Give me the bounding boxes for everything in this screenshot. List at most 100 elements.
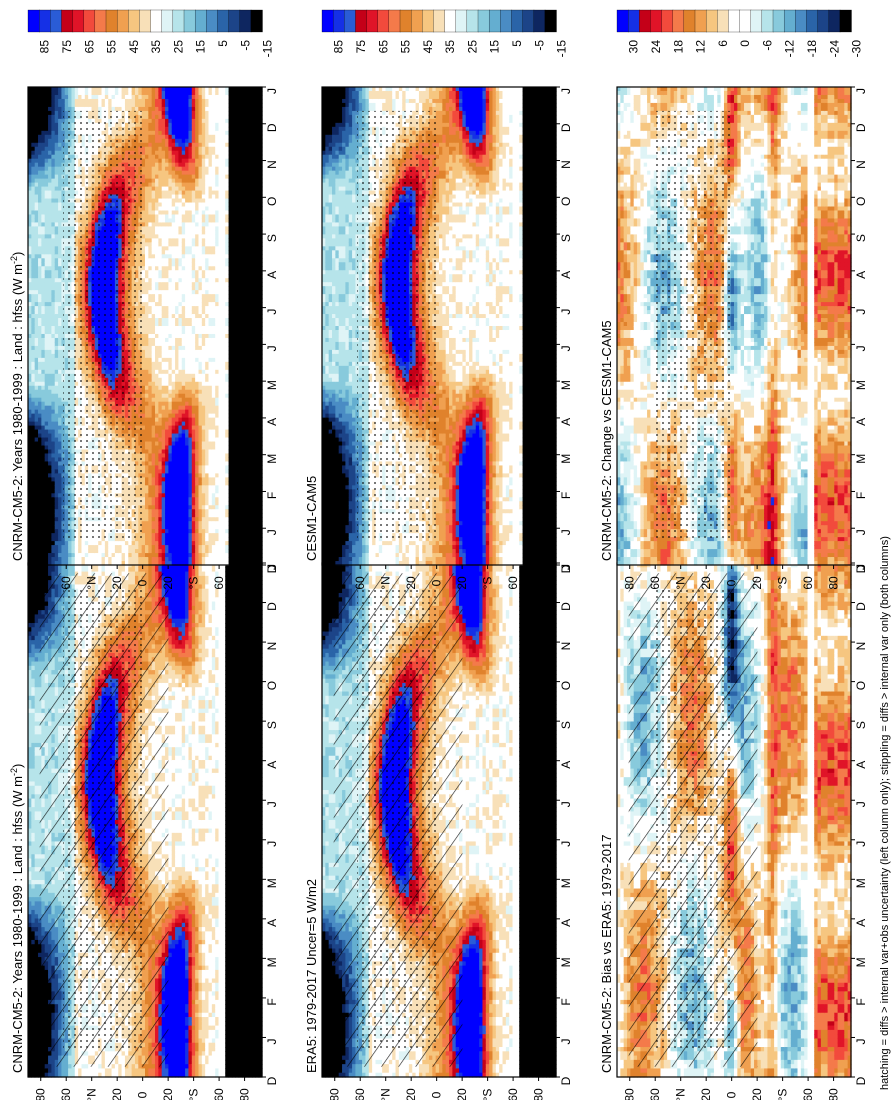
heat-cell [31,644,36,650]
heat-cell [138,567,143,573]
heat-cell [31,674,36,680]
heat-cell [101,567,106,573]
heat-cell [31,969,36,975]
heat-cell [31,935,36,941]
heat-cell [31,1029,36,1035]
heat-cell [44,567,49,573]
heat-cell [31,901,36,907]
heat-cell [31,811,36,817]
heat-cell [31,721,36,727]
heat-cell [148,567,153,573]
heat-cell [31,592,36,598]
heat-cell [31,648,36,654]
heat-cell [31,682,36,688]
heat-cell [31,601,36,607]
heat-cell [31,999,36,1005]
heat-cell [31,867,36,872]
heat-cell [31,854,36,860]
heat-cell [31,627,36,633]
heat-cell [31,640,36,645]
heat-cell [124,1068,129,1074]
heat-cell [31,597,36,603]
heat-cell [31,1038,36,1044]
heat-cell [31,828,36,834]
heat-cell [31,695,36,701]
heat-cell [31,922,36,928]
heat-cell [31,708,36,714]
heat-cell [31,892,36,898]
heat-cell [31,747,36,753]
heat-cell [31,670,36,675]
heat-cell [31,1025,36,1031]
heat-cell [31,948,36,954]
heat-cell [31,837,36,843]
heat-cell [31,605,36,611]
heat-cell [31,1012,36,1018]
heat-cell [31,1059,36,1065]
heat-cell [31,978,36,984]
heat-cell [31,755,36,761]
heat-cell [114,1068,119,1074]
heat-cell [138,1068,143,1074]
heat-cell [31,661,36,667]
heat-cell [31,802,36,808]
heat-cell [31,635,36,641]
heat-cell [68,1068,73,1074]
heat-cell [78,1068,83,1074]
heat-cell [31,772,36,778]
heat-cell [31,918,36,924]
heat-cell [31,1068,36,1074]
heat-cell [31,987,36,992]
heat-cell [31,785,36,791]
heat-cell [31,879,36,885]
heat-cell [31,1051,36,1057]
heat-cell [31,725,36,731]
heat-cell [31,815,36,821]
heat-cell [54,1068,59,1074]
heat-cell [31,931,36,937]
heat-cell [31,884,36,890]
heat-cell [31,1021,36,1027]
heat-cell [31,614,36,620]
heat-cell [31,622,36,628]
heat-cell [31,760,36,765]
heat-cell [31,567,36,573]
heat-cell [31,687,36,693]
heat-cell [31,1017,36,1022]
heat-cell [31,798,36,804]
heat-cell [31,764,36,770]
heat-cell [31,1034,36,1040]
heat-cell [31,631,36,637]
heat-cell [54,567,59,573]
heat-cell [31,571,36,577]
heat-cell [31,807,36,813]
heat-cell [31,738,36,744]
heat-cell [31,1047,36,1052]
heat-cell [31,888,36,894]
heat-cell [78,567,83,573]
heat-cell [68,567,73,573]
heat-cell [31,751,36,757]
heat-cell [31,678,36,684]
heat-cell [161,567,166,573]
heat-cell [31,905,36,911]
heat-cell [31,927,36,932]
heat-cell [31,1055,36,1061]
heat-cell [31,781,36,787]
heat-cell [31,995,36,1001]
heat-cell [31,897,36,902]
heat-cell [31,909,36,915]
heat-cell [31,794,36,800]
heat-cell [31,858,36,864]
heat-cell [31,914,36,920]
heat-cell [31,742,36,748]
heat-cell [91,1068,96,1074]
heat-cell [31,871,36,877]
heat-cell [31,824,36,830]
heat-cell [31,820,36,825]
heat-cell [31,944,36,950]
heat-cell [31,845,36,851]
